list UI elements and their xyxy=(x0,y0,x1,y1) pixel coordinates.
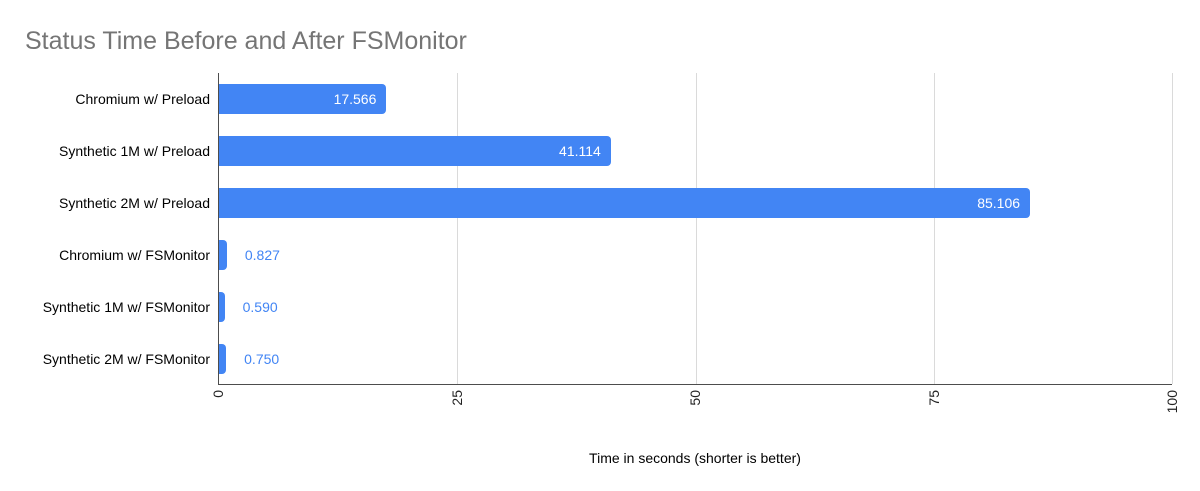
category-label: Synthetic 1M w/ Preload xyxy=(59,143,210,159)
gridline xyxy=(933,73,935,384)
bar-value-label: 17.566 xyxy=(333,91,377,107)
x-tick-label: 100 xyxy=(1164,390,1180,414)
category-label: Synthetic 1M w/ FSMonitor xyxy=(42,299,210,315)
x-tick-label: 0 xyxy=(210,390,226,398)
x-tick-label: 50 xyxy=(687,390,703,406)
bar-synthetic-2m-w-fsmonitor[interactable] xyxy=(219,344,227,374)
chart-title: Status Time Before and After FSMonitor xyxy=(25,27,467,55)
bar-value-label: 0.590 xyxy=(242,299,278,315)
gridline xyxy=(1172,73,1173,384)
x-tick-label: 75 xyxy=(925,390,942,406)
bar-synthetic-2m-w-preload[interactable]: 85.106 xyxy=(219,188,1031,218)
bar-synthetic-1m-w-preload[interactable]: 41.114 xyxy=(219,136,611,166)
x-axis-tick-labels: 0 25 50 75 100 xyxy=(210,385,1180,440)
category-label: Chromium w/ Preload xyxy=(75,91,210,107)
bar-row: 85.106 xyxy=(219,177,1172,229)
bar-row: 0.827 xyxy=(219,229,1172,281)
bar-value-label: 0.827 xyxy=(244,247,280,263)
plot-area: 17.566 41.114 85.106 0.827 0.590 0.750 xyxy=(218,73,1173,385)
x-axis-title: Time in seconds (shorter is better) xyxy=(589,450,801,466)
bar-row: 17.566 xyxy=(219,73,1172,125)
category-axis-labels: Chromium w/ Preload Synthetic 1M w/ Prelo… xyxy=(0,73,210,385)
category-label: Chromium w/ FSMonitor xyxy=(59,247,210,263)
bar-value-label: 85.106 xyxy=(977,195,1021,211)
gridline xyxy=(457,73,459,384)
bar-row: 0.750 xyxy=(219,333,1172,385)
x-tick-label: 25 xyxy=(448,390,465,406)
bar-row: 41.114 xyxy=(219,125,1172,177)
category-label: Synthetic 2M w/ Preload xyxy=(59,195,210,211)
gridline xyxy=(695,73,697,384)
bar-value-label: 0.750 xyxy=(244,351,280,367)
bar-chromium-w-preload[interactable]: 17.566 xyxy=(219,84,387,114)
category-label: Synthetic 2M w/ FSMonitor xyxy=(42,351,210,367)
bar-row: 0.590 xyxy=(219,281,1172,333)
bar-chromium-w-fsmonitor[interactable] xyxy=(219,240,227,270)
bar-value-label: 41.114 xyxy=(559,143,601,159)
bar-synthetic-1m-w-fsmonitor[interactable] xyxy=(219,292,225,322)
